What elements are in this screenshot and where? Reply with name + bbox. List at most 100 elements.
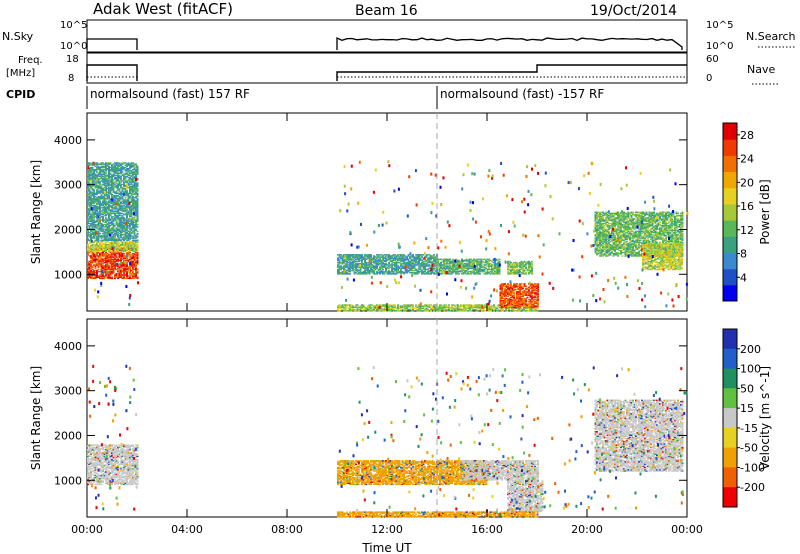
range-gate-cell xyxy=(91,181,94,183)
range-gate-cell xyxy=(123,273,125,275)
range-gate-cell xyxy=(126,190,128,192)
range-gate-cell xyxy=(130,261,133,264)
range-gate-cell xyxy=(103,268,106,271)
range-gate-cell xyxy=(130,246,133,248)
range-gate-cell xyxy=(103,270,106,273)
range-gate-cell xyxy=(90,176,92,179)
range-gate-cell xyxy=(88,169,91,171)
range-gate-cell xyxy=(96,254,98,256)
range-gate-cell xyxy=(132,260,134,263)
range-gate-cell xyxy=(108,260,110,263)
range-gate-cell xyxy=(93,222,95,225)
range-gate-cell xyxy=(100,240,103,243)
range-gate-cell xyxy=(112,259,115,262)
range-gate-cell xyxy=(123,247,125,249)
range-gate-cell xyxy=(91,193,94,196)
range-gate-cell xyxy=(88,265,91,267)
range-gate-cell xyxy=(120,251,122,254)
range-gate-cell xyxy=(97,248,100,250)
cpid-row: normalsound (fast) 157 RF normalsound (f… xyxy=(86,86,604,109)
range-gate-cell xyxy=(108,259,110,262)
range-gate-cell xyxy=(117,275,119,277)
range-gate-cell xyxy=(102,259,104,262)
range-gate-cell xyxy=(117,258,119,261)
range-gate-cell xyxy=(90,277,92,280)
range-gate-cell xyxy=(120,268,122,271)
range-gate-cell xyxy=(87,178,89,180)
range-gate-cell xyxy=(93,259,95,262)
range-gate-cell xyxy=(130,269,133,272)
range-gate-cell xyxy=(136,248,139,250)
range-gate-cell xyxy=(96,269,98,272)
range-gate-cell xyxy=(91,170,94,172)
range-gate-cell xyxy=(94,247,97,249)
range-gate-cell xyxy=(97,270,100,273)
range-gate-cell xyxy=(93,194,95,197)
range-gate-cell xyxy=(120,259,122,262)
range-gate-cell xyxy=(88,182,91,184)
range-gate-cell xyxy=(91,178,94,180)
range-gate-cell xyxy=(105,274,107,276)
range-gate-cell xyxy=(115,245,118,247)
range-gate-cell xyxy=(97,264,100,266)
range-gate-cell xyxy=(88,189,91,191)
range-gate-cell xyxy=(120,274,122,276)
range-gate-cell xyxy=(121,244,124,246)
range-gate-cell xyxy=(127,241,130,244)
range-gate-cell xyxy=(88,222,91,225)
range-gate-cell xyxy=(103,246,106,248)
range-gate-cell xyxy=(126,240,128,243)
range-gate-cell xyxy=(105,275,107,277)
range-gate-cell xyxy=(132,256,134,258)
range-gate-cell xyxy=(94,259,97,262)
range-gate-cell xyxy=(130,263,133,265)
range-gate-cell xyxy=(91,259,94,262)
range-gate-cell xyxy=(87,277,89,280)
range-gate-cell xyxy=(118,246,121,248)
range-gate-cell xyxy=(90,274,92,276)
range-gate-cell xyxy=(127,266,130,268)
range-gate-cell xyxy=(93,229,95,231)
range-gate-cell xyxy=(100,248,103,250)
range-gate-cell xyxy=(100,244,103,246)
range-gate-cell xyxy=(120,266,122,268)
range-gate-cell xyxy=(129,250,131,253)
range-gate-cell xyxy=(132,246,134,248)
range-gate-cell xyxy=(87,251,89,254)
range-gate-cell xyxy=(117,277,119,280)
range-gate-cell xyxy=(121,276,124,278)
range-gate-cell xyxy=(112,264,115,266)
range-gate-cell xyxy=(132,250,134,253)
range-gate-cell xyxy=(94,272,97,274)
range-gate-cell xyxy=(90,250,92,253)
range-gate-cell xyxy=(111,254,113,256)
range-gate-cell xyxy=(87,172,89,174)
range-gate-cell xyxy=(91,237,94,239)
range-gate-cell xyxy=(90,276,92,278)
range-gate-cell xyxy=(88,264,91,266)
range-gate-cell xyxy=(91,226,94,228)
range-gate-cell xyxy=(124,241,127,244)
range-gate-cell xyxy=(106,240,109,243)
range-gate-cell xyxy=(129,242,131,245)
range-gate-cell xyxy=(120,258,122,261)
range-gate-cell xyxy=(412,304,414,306)
range-gate-cell xyxy=(88,188,91,190)
range-gate-cell xyxy=(132,268,134,271)
range-gate-cell xyxy=(93,200,95,202)
freq-bottom-tick: 8 xyxy=(68,73,74,84)
range-gate-cell xyxy=(428,264,431,266)
range-gate-cell xyxy=(100,246,103,248)
range-gate-cell xyxy=(94,256,97,258)
range-gate-cell xyxy=(108,275,110,277)
range-gate-cell xyxy=(91,248,94,250)
range-gate-cell xyxy=(117,250,119,253)
range-gate-cell xyxy=(106,277,109,280)
range-gate-cell xyxy=(108,277,110,280)
range-gate-cell xyxy=(109,255,112,257)
range-gate-cell xyxy=(458,273,460,275)
range-gate-cell xyxy=(88,180,91,182)
range-gate-cell xyxy=(127,250,130,253)
range-gate-cell xyxy=(90,218,92,220)
range-gate-cell xyxy=(118,256,121,258)
